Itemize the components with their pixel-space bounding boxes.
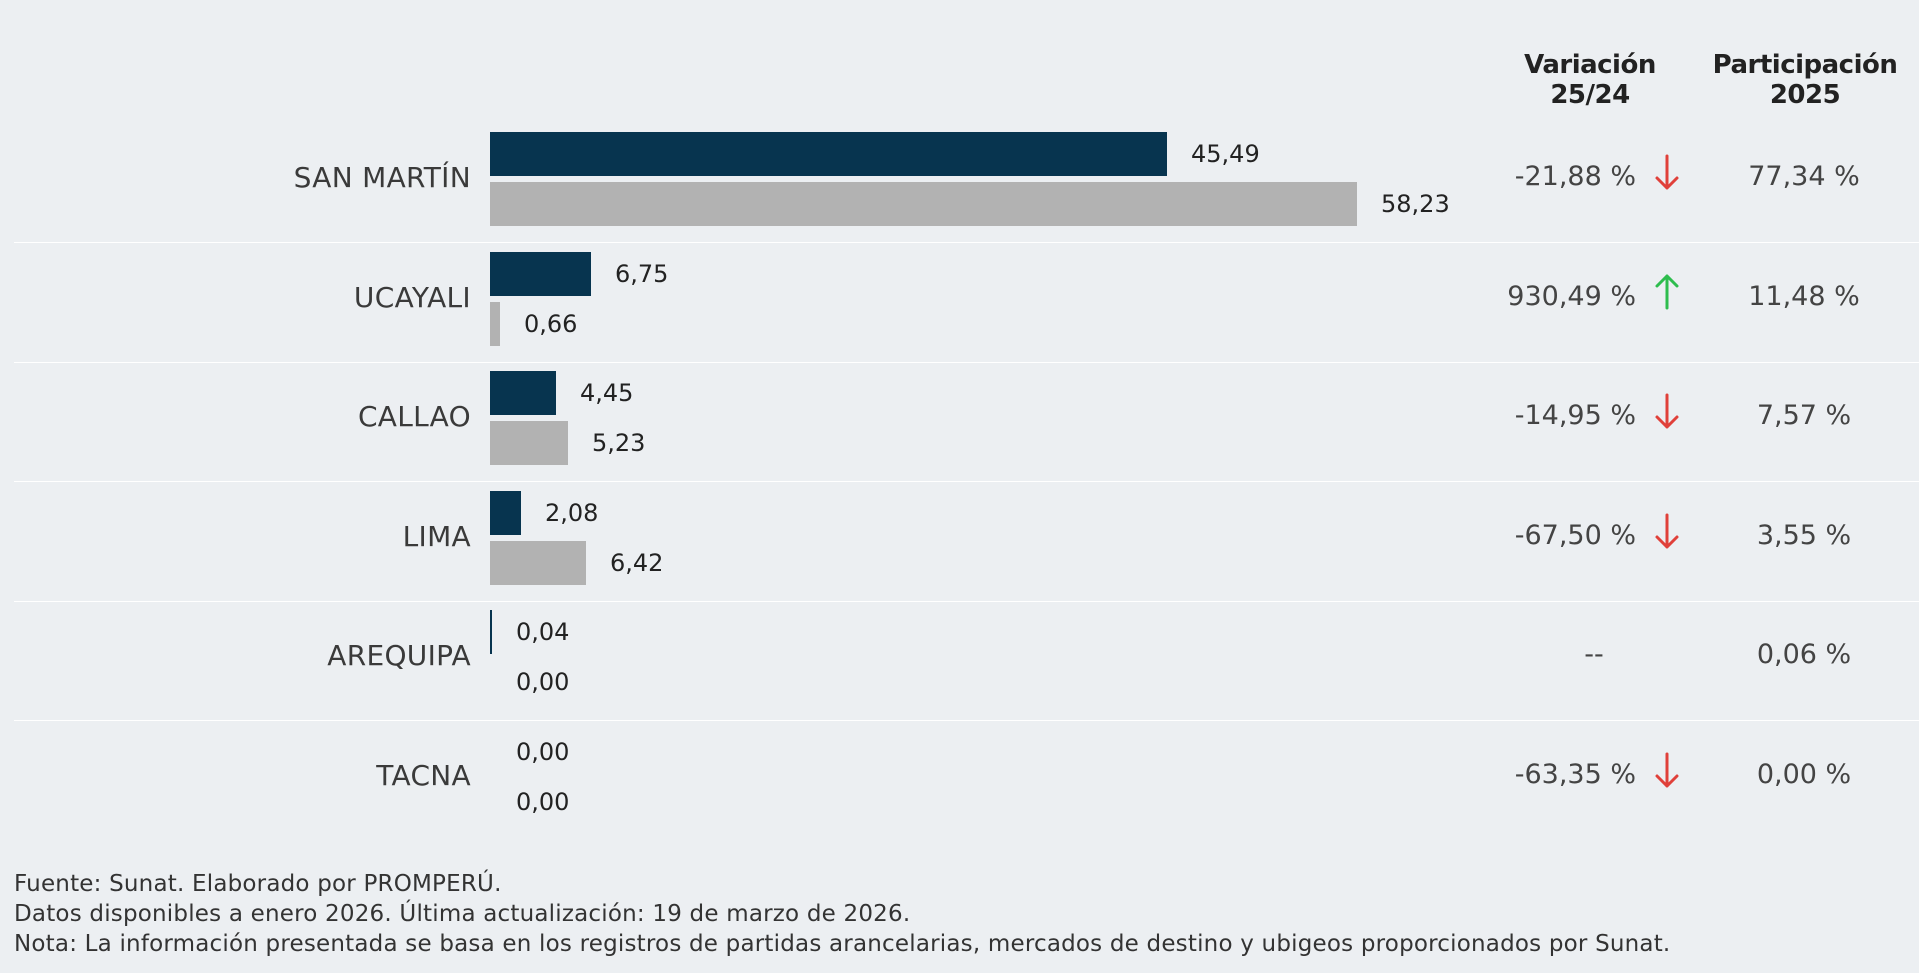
arrow-up-icon	[1655, 274, 1679, 310]
participation-column-header: Participación 2025	[1690, 50, 1919, 110]
row-divider	[14, 601, 1919, 602]
arrow-down-icon	[1655, 513, 1679, 549]
category-label: UCAYALI	[353, 281, 471, 314]
category-label: CALLAO	[357, 400, 471, 433]
arrow-down-icon	[1655, 154, 1679, 190]
bar-value-label-previous: 0,00	[516, 668, 570, 696]
chart-row: CALLAO 4,45 5,23 -14,95 % 7,57 %	[14, 359, 1919, 482]
row-divider	[14, 720, 1919, 721]
variation-value: -14,95 %	[1514, 400, 1636, 431]
participation-value: 11,48 %	[1748, 281, 1860, 312]
bar-value-label-previous: 58,23	[1381, 190, 1450, 218]
participation-header-line2: 2025	[1769, 80, 1841, 110]
bar-previous	[490, 302, 500, 346]
bar-value-label-previous: 5,23	[592, 429, 646, 457]
variation-value: -67,50 %	[1514, 520, 1636, 551]
arrow-down-icon	[1655, 752, 1679, 788]
chart-row: LIMA 2,08 6,42 -67,50 % 3,55 %	[14, 479, 1919, 602]
bar-current	[490, 252, 591, 296]
footnote-update: Datos disponibles a enero 2026. Última a…	[14, 901, 911, 927]
footnote-note: Nota: La información presentada se basa …	[14, 931, 1671, 957]
bar-value-label-previous: 6,42	[610, 549, 664, 577]
category-label: AREQUIPA	[327, 639, 471, 672]
participation-value: 0,06 %	[1756, 639, 1852, 670]
bar-current	[490, 371, 556, 415]
variation-value: 930,49 %	[1507, 281, 1636, 312]
bar-current	[490, 132, 1167, 176]
chart-row: SAN MARTÍN 45,49 58,23 -21,88 % 77,34 %	[14, 120, 1919, 243]
category-label: LIMA	[402, 520, 471, 553]
bar-value-label-current: 2,08	[545, 499, 599, 527]
participation-value: 0,00 %	[1756, 759, 1852, 790]
chart-row: AREQUIPA 0,04 0,00 -- 0,06 %	[14, 598, 1919, 721]
participation-header-line1: Participación	[1712, 50, 1898, 80]
bar-value-label-previous: 0,00	[516, 788, 570, 816]
variation-header-line2: 25/24	[1550, 80, 1630, 110]
participation-value: 7,57 %	[1756, 400, 1852, 431]
chart-row: UCAYALI 6,75 0,66 930,49 % 11,48 %	[14, 240, 1919, 363]
bar-value-label-current: 6,75	[615, 260, 669, 288]
participation-value: 77,34 %	[1748, 161, 1860, 192]
bar-value-label-current: 0,00	[516, 738, 570, 766]
bar-previous	[490, 421, 568, 465]
variation-value: -21,88 %	[1514, 161, 1636, 192]
participation-value: 3,55 %	[1756, 520, 1852, 551]
arrow-down-icon	[1655, 393, 1679, 429]
row-divider	[14, 481, 1919, 482]
category-label: TACNA	[376, 759, 471, 792]
bar-current	[490, 491, 521, 535]
row-divider	[14, 362, 1919, 363]
row-divider	[14, 242, 1919, 243]
bar-value-label-current: 45,49	[1191, 140, 1260, 168]
footnote-source: Fuente: Sunat. Elaborado por PROMPERÚ.	[14, 871, 502, 897]
chart-row: TACNA 0,00 0,00 -63,35 % 0,00 %	[14, 718, 1919, 838]
variation-value: -63,35 %	[1514, 759, 1636, 790]
bar-value-label-current: 0,04	[516, 618, 570, 646]
bar-value-label-previous: 0,66	[524, 310, 578, 338]
bar-current	[490, 610, 492, 654]
category-label: SAN MARTÍN	[293, 161, 471, 194]
variation-column-header: Variación 25/24	[1490, 50, 1690, 110]
bar-previous	[490, 541, 586, 585]
variation-value: --	[1584, 639, 1604, 670]
variation-header-line1: Variación	[1524, 50, 1656, 80]
bar-value-label-current: 4,45	[580, 379, 634, 407]
bar-previous	[490, 182, 1357, 226]
